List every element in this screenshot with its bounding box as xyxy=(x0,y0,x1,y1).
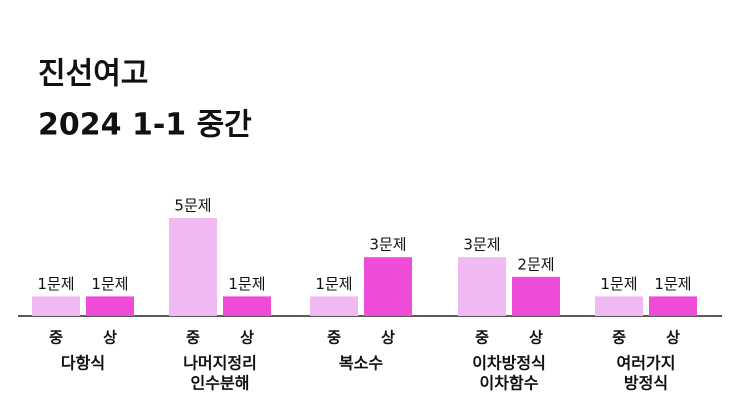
value-label: 1문제 xyxy=(91,275,128,293)
series-label: 중 xyxy=(49,329,63,347)
value-label: 5문제 xyxy=(174,197,211,215)
series-label: 중 xyxy=(612,329,626,347)
value-label: 1문제 xyxy=(600,275,637,293)
series-label: 상 xyxy=(240,329,254,347)
series-label: 중 xyxy=(186,329,200,347)
value-label: 2문제 xyxy=(517,255,554,273)
bar xyxy=(458,257,506,316)
series-label: 중 xyxy=(475,329,489,347)
bar xyxy=(364,257,412,316)
series-label: 상 xyxy=(529,329,543,347)
category-label: 이차함수 xyxy=(480,374,539,393)
value-label: 3문제 xyxy=(369,236,406,254)
value-label: 1문제 xyxy=(315,275,352,293)
category-label: 이차방정식 xyxy=(472,354,546,373)
chart-title: 진선여고 xyxy=(38,57,148,92)
bar xyxy=(223,296,271,316)
category-label: 나머지정리 xyxy=(183,354,257,373)
bar xyxy=(649,296,697,316)
bar xyxy=(169,218,217,316)
value-label: 3문제 xyxy=(463,236,500,254)
value-label: 1문제 xyxy=(37,275,74,293)
series-label: 중 xyxy=(327,329,341,347)
bar xyxy=(512,276,560,316)
category-label: 방정식 xyxy=(624,374,668,393)
series-label: 상 xyxy=(381,329,395,347)
value-label: 1문제 xyxy=(228,275,265,293)
bar xyxy=(310,296,358,316)
category-label: 복소수 xyxy=(339,354,383,373)
value-label: 1문제 xyxy=(654,275,691,293)
category-label: 여러가지 xyxy=(617,354,676,373)
bar xyxy=(595,296,643,316)
bar xyxy=(32,296,80,316)
series-label: 상 xyxy=(666,329,680,347)
series-label: 상 xyxy=(103,329,117,347)
bar xyxy=(86,296,134,316)
category-label: 인수분해 xyxy=(191,374,250,393)
chart-subtitle: 2024 1-1 중간 xyxy=(38,108,252,143)
category-label: 다항식 xyxy=(61,354,105,373)
